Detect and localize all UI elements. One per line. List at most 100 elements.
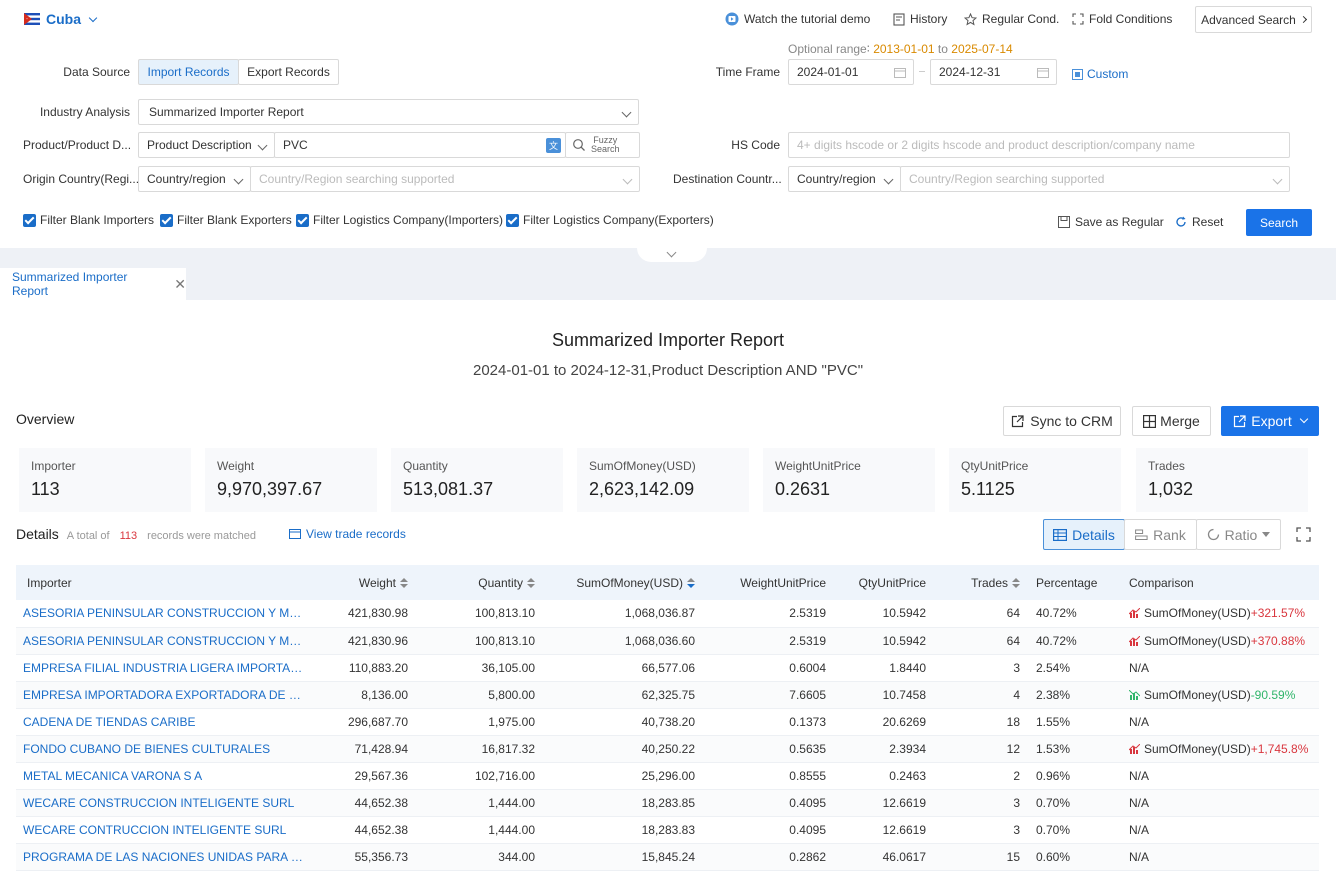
table-row: ASESORIA PENINSULAR CONSTRUCCION Y MANTE… [16, 627, 1319, 655]
importer-link[interactable]: WECARE CONTRUCCION INTELIGENTE SURL [16, 816, 316, 844]
sort-icon[interactable] [527, 577, 535, 589]
filter-blank-exporters[interactable]: Filter Blank Exporters [160, 213, 292, 227]
col-trades[interactable]: Trades [934, 565, 1028, 600]
checkbox-checked-icon[interactable] [160, 213, 173, 227]
comparison-value: +321.57% [1250, 606, 1306, 621]
table-row: CADENA DE TIENDAS CARIBE 296,687.70 1,975.… [16, 708, 1319, 736]
sort-desc-icon[interactable] [687, 577, 695, 589]
history-button[interactable]: History [893, 12, 947, 26]
trades-cell: 64 [934, 600, 1028, 628]
importer-link[interactable]: ASESORIA PENINSULAR CONSTRUCCION Y MANTE… [16, 600, 316, 628]
comparison-label: N/A [1129, 660, 1150, 675]
trades-cell: 18 [934, 708, 1028, 736]
sync-crm-button[interactable]: Sync to CRM [1003, 406, 1121, 436]
checkbox-checked-icon[interactable] [296, 213, 309, 227]
view-rank-button[interactable]: Rank [1124, 519, 1197, 550]
importer-link[interactable]: EMPRESA FILIAL INDUSTRIA LIGERA IMPORTAC… [16, 654, 316, 682]
checkbox-checked-icon[interactable] [506, 213, 519, 227]
regular-cond-button[interactable]: Regular Cond. [964, 12, 1059, 26]
filter-logistics-exporters[interactable]: Filter Logistics Company(Exporters) [506, 213, 714, 227]
fold-conditions-button[interactable]: Fold Conditions [1072, 12, 1172, 26]
importer-link[interactable]: EMPRESA IMPORTADORA EXPORTADORA DE PRODU… [16, 681, 316, 709]
translate-icon[interactable]: 文 [546, 138, 561, 153]
importer-link[interactable]: PROGRAMA DE LAS NACIONES UNIDAS PARA EL … [16, 843, 316, 871]
view-ratio-button[interactable]: Ratio [1196, 519, 1281, 550]
weight-cell: 110,883.20 [316, 654, 416, 682]
collapse-handle[interactable] [637, 247, 707, 262]
industry-select[interactable]: Summarized Importer Report [138, 99, 639, 125]
tutorial-link[interactable]: Watch the tutorial demo [725, 12, 870, 26]
export-records-button[interactable]: Export Records [238, 59, 339, 85]
date-start-input[interactable]: 2024-01-01 [788, 59, 914, 85]
weight-cell: 29,567.36 [316, 762, 416, 790]
optional-range-start: 2013-01-01 [873, 42, 935, 56]
hs-code-input[interactable]: 4+ digits hscode or 2 digits hscode and … [788, 132, 1290, 158]
sort-icon[interactable] [400, 577, 408, 589]
importer-link[interactable]: METAL MECANICA VARONA S A [16, 762, 316, 790]
importer-link[interactable]: CADENA DE TIENDAS CARIBE [16, 708, 316, 736]
quantity-cell: 102,716.00 [416, 762, 543, 790]
country-selector[interactable]: Cuba [46, 11, 98, 27]
checkbox-checked-icon[interactable] [23, 213, 36, 227]
destination-country-input[interactable]: Country/Region searching supported [900, 166, 1290, 192]
custom-date-button[interactable]: Custom [1072, 67, 1128, 81]
merge-button[interactable]: Merge [1132, 406, 1211, 436]
view-details-label: Details [1072, 526, 1115, 543]
trend-up-icon [1129, 743, 1140, 754]
filter-blank-importers[interactable]: Filter Blank Importers [23, 213, 154, 227]
comparison-label: SumOfMoney(USD) [1144, 741, 1251, 756]
table-row: EMPRESA IMPORTADORA EXPORTADORA DE PRODU… [16, 681, 1319, 709]
comparison-value: +370.88% [1250, 633, 1306, 648]
col-weight[interactable]: Weight [316, 565, 416, 600]
table-header-row: Importer Weight Quantity SumOfMoney(USD)… [16, 565, 1319, 600]
fuzzy-search-button[interactable]: Fuzzy Search [565, 132, 640, 158]
importer-link[interactable]: ASESORIA PENINSULAR CONSTRUCCION Y MANTE… [16, 627, 316, 655]
stat-label: Quantity [403, 459, 448, 473]
product-keyword-input[interactable]: PVC 文 [274, 132, 566, 158]
quantity-cell: 100,813.10 [416, 627, 543, 655]
percentage-cell: 0.96% [1028, 762, 1113, 790]
comparison-cell: N/A [1113, 708, 1319, 736]
tab-summarized-importer-report[interactable]: Summarized Importer Report ✕ [0, 268, 186, 300]
external-link-icon [1012, 414, 1024, 427]
view-details-button[interactable]: Details [1043, 519, 1125, 550]
weight-cell: 55,356.73 [316, 843, 416, 871]
origin-placeholder: Country/Region searching supported [259, 172, 455, 186]
product-type-select[interactable]: Product Description [138, 132, 275, 158]
sort-icon[interactable] [1012, 577, 1020, 589]
qty-unit-price-cell: 10.5942 [834, 627, 934, 655]
weight-cell: 44,652.38 [316, 789, 416, 817]
export-button[interactable]: Export [1221, 406, 1319, 436]
qty-unit-price-cell: 2.3934 [834, 735, 934, 763]
close-icon[interactable]: ✕ [174, 275, 186, 292]
quantity-cell: 100,813.10 [416, 600, 543, 628]
origin-type-select[interactable]: Country/region [138, 166, 251, 192]
col-sum-of-money[interactable]: SumOfMoney(USD) [543, 565, 703, 600]
importer-link[interactable]: FONDO CUBANO DE BIENES CULTURALES [16, 735, 316, 763]
destination-type-select[interactable]: Country/region [788, 166, 901, 192]
importer-link[interactable]: WECARE CONSTRUCCION INTELIGENTE SURL [16, 789, 316, 817]
optional-range-end: 2025-07-14 [951, 42, 1013, 56]
weight-cell: 8,136.00 [316, 681, 416, 709]
trades-cell: 64 [934, 627, 1028, 655]
date-end-input[interactable]: 2024-12-31 [930, 59, 1057, 85]
cuba-flag-icon [24, 13, 40, 25]
stat-label: Trades [1148, 459, 1185, 473]
report-subtitle: 2024-01-01 to 2024-12-31,Product Descrip… [472, 362, 864, 379]
filter-logistics-importers[interactable]: Filter Logistics Company(Importers) [296, 213, 503, 227]
view-trade-records-link[interactable]: View trade records [289, 527, 406, 541]
advanced-search-button[interactable]: Advanced Search [1195, 6, 1312, 33]
col-importer[interactable]: Importer [16, 565, 316, 600]
search-button[interactable]: Search [1246, 209, 1312, 236]
qty-unit-price-cell: 10.7458 [834, 681, 934, 709]
fullscreen-icon[interactable] [1296, 527, 1311, 542]
comparison-label: SumOfMoney(USD) [1144, 606, 1251, 621]
origin-country-input[interactable]: Country/Region searching supported [250, 166, 640, 192]
reset-button[interactable]: Reset [1175, 215, 1223, 229]
comparison-label: N/A [1129, 768, 1150, 783]
save-regular-button[interactable]: Save as Regular [1058, 215, 1164, 229]
col-quantity[interactable]: Quantity [416, 565, 543, 600]
svg-text:文: 文 [549, 140, 558, 151]
import-records-button[interactable]: Import Records [138, 59, 239, 85]
comparison-label: N/A [1129, 795, 1150, 810]
